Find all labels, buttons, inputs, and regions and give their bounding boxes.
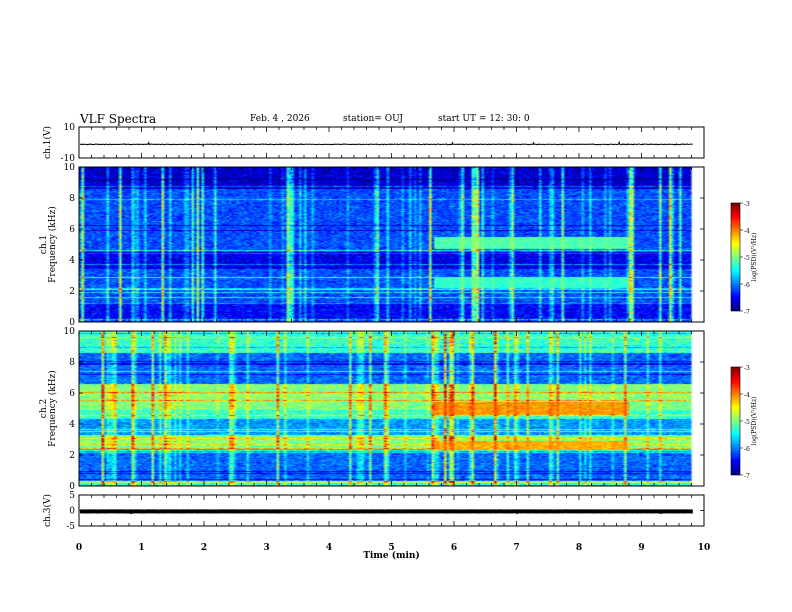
y-axis-label: ch.1(V) (42, 126, 53, 159)
ch2-spectrogram-image (79, 331, 704, 486)
y-tick-label: 10 (64, 327, 76, 337)
y-tick-label: 0 (69, 482, 75, 492)
ch3-waveform-panel (80, 509, 693, 515)
colorbar-tick-label: -3 (744, 201, 750, 208)
y-tick-label: 5 (69, 491, 75, 501)
ch1-colorbar: -3 -4 -5 -6 -7 log(PSD)(V²/Hz) (730, 201, 758, 316)
y-tick-label: 4 (69, 256, 75, 266)
x-tick-label: 1 (138, 543, 144, 553)
figure-title: VLF Spectra (80, 112, 157, 126)
y-tick-label: 10 (64, 123, 76, 133)
colorbar-tick-label: -7 (744, 309, 750, 316)
waveform-trace (80, 509, 693, 515)
colorbar-tick-label: -7 (744, 473, 750, 480)
y-tick-label: -10 (61, 154, 76, 164)
x-tick-label: 9 (638, 543, 644, 553)
x-tick-label: 3 (263, 543, 269, 553)
x-tick-label: 0 (76, 543, 82, 553)
colorbar-tick-label: -3 (744, 365, 750, 372)
y-tick-label: 10 (64, 163, 76, 173)
ch1-spectrogram-image (79, 167, 704, 322)
ch2-colorbar: -3 -4 -5 -6 -7 log(PSD)(V²/Hz) (730, 365, 758, 480)
ch1-spectrogram-panel (79, 167, 704, 322)
x-tick-label: 5 (388, 543, 394, 553)
y-axis-label: ch.1 (39, 235, 49, 254)
colorbar-tick-label: -6 (744, 282, 750, 289)
colorbar-tick-label: -4 (744, 228, 750, 235)
colorbar-tick-label: -4 (744, 392, 750, 399)
station-label: station= OUJ (343, 114, 404, 124)
y-tick-label: 6 (69, 389, 75, 399)
x-tick-label: 2 (201, 543, 207, 553)
date-label: Feb. 4 , 2026 (250, 114, 310, 124)
y-tick-label: 8 (69, 358, 75, 368)
waveform-trace (79, 140, 693, 148)
start-time-label: start UT = 12: 30: 0 (438, 114, 530, 124)
y-axis-label: Frequency (kHz) (47, 370, 58, 447)
x-tick-label: 7 (513, 543, 519, 553)
y-tick-label: 0 (69, 507, 75, 517)
y-axis-label: ch.2 (39, 399, 49, 418)
y-tick-label: 8 (69, 194, 75, 204)
y-tick-label: 2 (69, 287, 75, 297)
ch1-waveform-panel (79, 140, 693, 148)
ch2-colorbar-image (731, 367, 740, 475)
x-axis-label: Time (min) (363, 550, 420, 561)
x-tick-label: 4 (326, 543, 332, 553)
ch2-spectrogram-panel (79, 331, 704, 486)
y-tick-label: 4 (69, 420, 75, 430)
colorbar-tick-label: -5 (744, 419, 750, 426)
y-tick-label: 2 (69, 451, 75, 461)
y-axis-label: Frequency (kHz) (47, 206, 58, 283)
colorbar-tick-label: -6 (744, 446, 750, 453)
x-tick-label: 10 (698, 543, 711, 553)
y-tick-label: 6 (69, 225, 75, 235)
colorbar-label: log(PSD)(V²/Hz) (751, 397, 758, 446)
ch1-colorbar-image (731, 203, 740, 311)
y-tick-label: -5 (66, 522, 75, 532)
colorbar-tick-label: -5 (744, 255, 750, 262)
colorbar-label: log(PSD)(V²/Hz) (751, 233, 758, 282)
y-axis-label: ch.3(V) (42, 494, 53, 527)
y-tick-label: 0 (69, 318, 75, 328)
x-tick-label: 6 (451, 543, 457, 553)
x-tick-label: 8 (576, 543, 582, 553)
